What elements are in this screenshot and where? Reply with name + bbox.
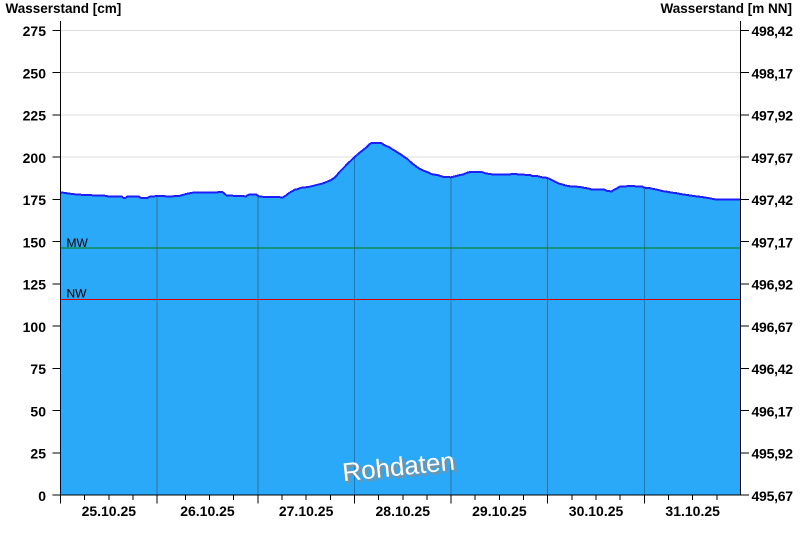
svg-text:496,92: 496,92 — [752, 277, 794, 293]
svg-text:0: 0 — [38, 488, 46, 504]
svg-text:495,92: 495,92 — [752, 446, 794, 462]
svg-text:150: 150 — [23, 234, 47, 250]
svg-text:497,17: 497,17 — [752, 234, 794, 250]
svg-text:497,42: 497,42 — [752, 192, 794, 208]
svg-text:29.10.25: 29.10.25 — [472, 503, 527, 519]
svg-text:496,42: 496,42 — [752, 361, 794, 377]
svg-text:498,17: 498,17 — [752, 65, 794, 81]
svg-text:28.10.25: 28.10.25 — [376, 503, 431, 519]
svg-text:496,67: 496,67 — [752, 319, 794, 335]
svg-text:50: 50 — [30, 403, 46, 419]
svg-text:27.10.25: 27.10.25 — [279, 503, 334, 519]
svg-text:495,67: 495,67 — [752, 488, 794, 504]
svg-text:125: 125 — [23, 277, 47, 293]
svg-text:225: 225 — [23, 108, 47, 124]
svg-text:200: 200 — [23, 150, 47, 166]
svg-text:100: 100 — [23, 319, 47, 335]
svg-text:497,92: 497,92 — [752, 108, 794, 124]
svg-text:26.10.25: 26.10.25 — [180, 503, 235, 519]
svg-text:25: 25 — [30, 446, 46, 462]
svg-text:75: 75 — [30, 361, 46, 377]
svg-text:NW: NW — [67, 287, 88, 301]
svg-text:250: 250 — [23, 65, 47, 81]
svg-text:175: 175 — [23, 192, 47, 208]
svg-text:25.10.25: 25.10.25 — [82, 503, 137, 519]
svg-text:Wasserstand [m NN]: Wasserstand [m NN] — [660, 1, 792, 16]
svg-text:Wasserstand [cm]: Wasserstand [cm] — [6, 1, 122, 16]
svg-text:30.10.25: 30.10.25 — [569, 503, 624, 519]
svg-text:496,17: 496,17 — [752, 403, 794, 419]
svg-text:498,42: 498,42 — [752, 23, 794, 39]
svg-text:31.10.25: 31.10.25 — [665, 503, 720, 519]
svg-text:497,67: 497,67 — [752, 150, 794, 166]
svg-text:MW: MW — [67, 236, 89, 250]
svg-text:275: 275 — [23, 23, 47, 39]
